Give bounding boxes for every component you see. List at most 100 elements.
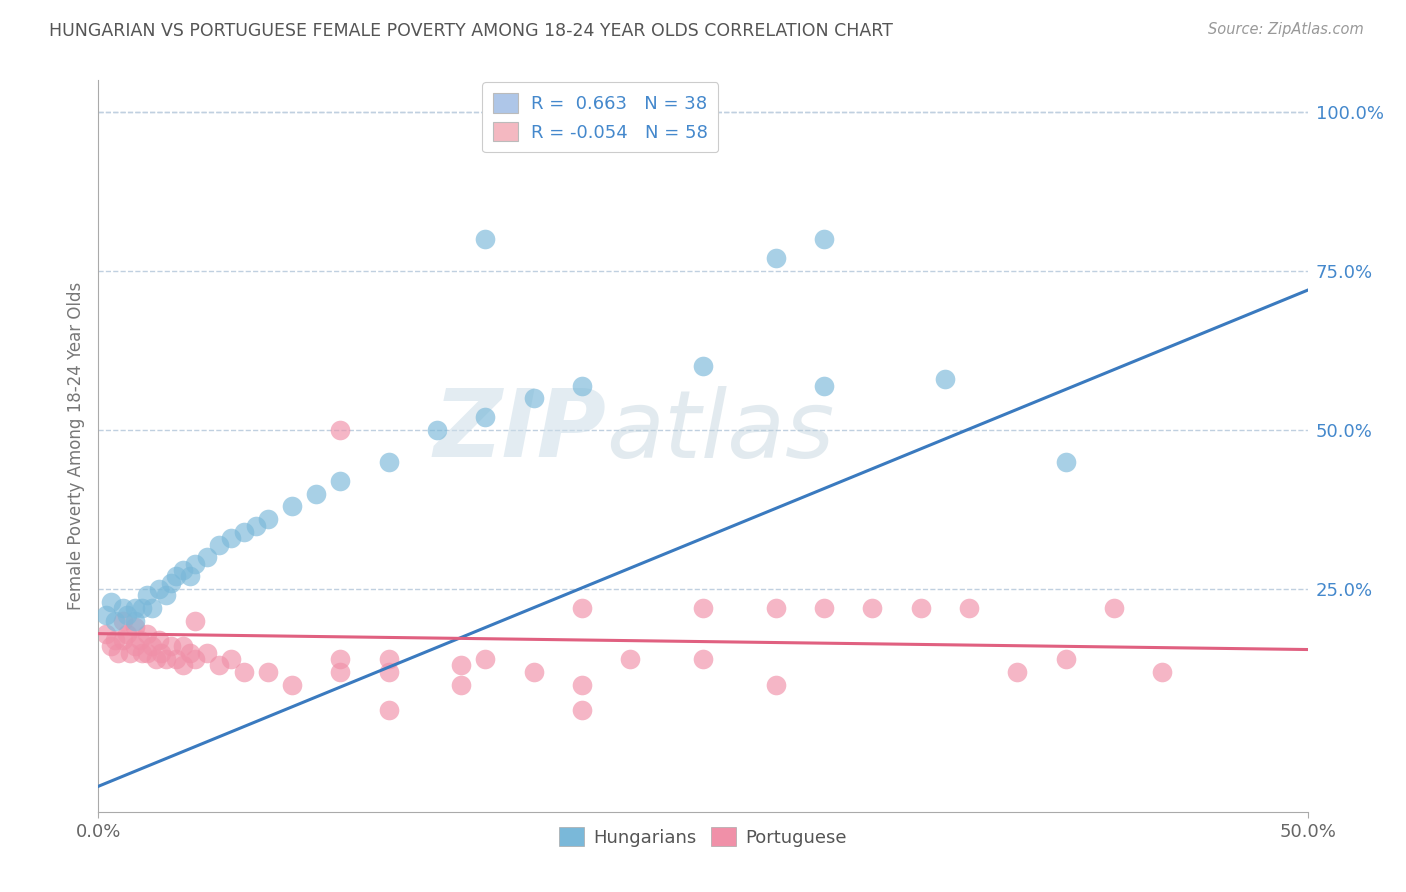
Point [131, 601, 153, 615]
Point [221, 652, 243, 666]
Point [118, 646, 141, 660]
Point [1102, 601, 1125, 615]
Point [111, 614, 134, 628]
Point [184, 652, 207, 666]
Point [619, 652, 641, 666]
Point [165, 652, 187, 666]
Point [172, 563, 194, 577]
Point [245, 518, 267, 533]
Point [934, 372, 956, 386]
Point [474, 652, 496, 666]
Point [195, 646, 218, 660]
Point [957, 601, 980, 615]
Point [377, 703, 399, 717]
Point [124, 640, 146, 654]
Point [377, 652, 399, 666]
Point [148, 632, 170, 647]
Legend: Hungarians, Portuguese: Hungarians, Portuguese [553, 820, 853, 854]
Point [474, 410, 496, 425]
Point [195, 550, 218, 565]
Text: Source: ZipAtlas.com: Source: ZipAtlas.com [1208, 22, 1364, 37]
Point [124, 620, 146, 634]
Point [165, 569, 187, 583]
Point [104, 632, 127, 647]
Point [111, 601, 134, 615]
Point [160, 575, 183, 590]
Point [329, 474, 352, 488]
Point [1054, 652, 1077, 666]
Point [179, 569, 201, 583]
Point [765, 601, 787, 615]
Point [377, 665, 399, 679]
Point [208, 538, 231, 552]
Point [692, 601, 714, 615]
Point [111, 632, 134, 647]
Point [107, 646, 129, 660]
Point [765, 677, 787, 691]
Point [135, 589, 157, 603]
Point [692, 652, 714, 666]
Text: atlas: atlas [606, 386, 835, 477]
Point [145, 652, 167, 666]
Point [813, 378, 835, 392]
Point [135, 626, 157, 640]
Point [172, 658, 194, 673]
Point [813, 232, 835, 246]
Point [155, 652, 177, 666]
Point [124, 601, 146, 615]
Point [104, 614, 127, 628]
Point [1054, 455, 1077, 469]
Point [571, 378, 593, 392]
Point [135, 646, 157, 660]
Point [450, 658, 472, 673]
Point [100, 595, 122, 609]
Point [148, 582, 170, 596]
Point [141, 601, 163, 615]
Point [571, 677, 593, 691]
Point [160, 640, 183, 654]
Text: ZIP: ZIP [433, 385, 606, 477]
Point [860, 601, 883, 615]
Point [571, 601, 593, 615]
Point [571, 703, 593, 717]
Point [329, 665, 352, 679]
Point [184, 614, 207, 628]
Point [1007, 665, 1029, 679]
Point [329, 652, 352, 666]
Point [128, 632, 150, 647]
Y-axis label: Female Poverty Among 18-24 Year Olds: Female Poverty Among 18-24 Year Olds [66, 282, 84, 610]
Point [377, 455, 399, 469]
Point [281, 500, 304, 514]
Point [221, 531, 243, 545]
Point [256, 512, 278, 526]
Point [150, 646, 173, 660]
Point [232, 524, 254, 539]
Point [426, 423, 449, 437]
Text: HUNGARIAN VS PORTUGUESE FEMALE POVERTY AMONG 18-24 YEAR OLDS CORRELATION CHART: HUNGARIAN VS PORTUGUESE FEMALE POVERTY A… [49, 22, 893, 40]
Point [450, 677, 472, 691]
Point [692, 359, 714, 374]
Point [141, 640, 163, 654]
Point [184, 557, 207, 571]
Point [232, 665, 254, 679]
Point [305, 486, 328, 500]
Point [256, 665, 278, 679]
Point [131, 646, 153, 660]
Point [1152, 665, 1174, 679]
Point [329, 423, 352, 437]
Point [179, 646, 201, 660]
Point [117, 626, 139, 640]
Point [94, 626, 117, 640]
Point [94, 607, 117, 622]
Point [117, 607, 139, 622]
Point [100, 640, 122, 654]
Point [813, 601, 835, 615]
Point [208, 658, 231, 673]
Point [474, 232, 496, 246]
Point [124, 614, 146, 628]
Point [523, 392, 546, 406]
Point [155, 589, 177, 603]
Point [910, 601, 932, 615]
Point [765, 252, 787, 266]
Point [172, 640, 194, 654]
